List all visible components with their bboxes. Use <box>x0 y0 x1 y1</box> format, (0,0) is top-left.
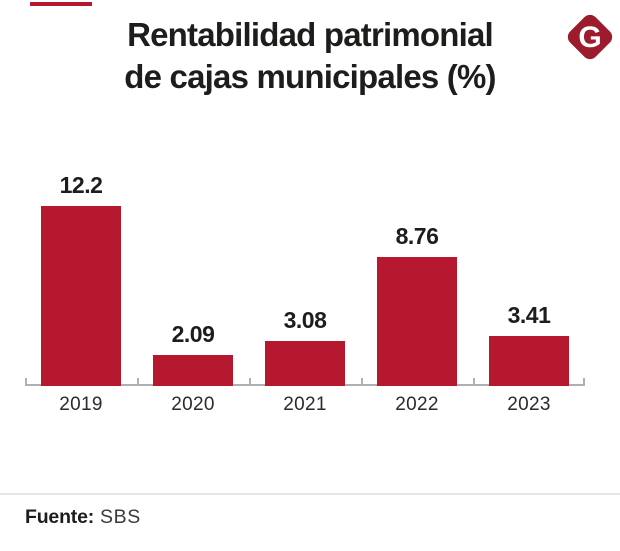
source-label: Fuente: <box>25 506 95 528</box>
source-note: Fuente: SBS <box>25 506 141 529</box>
chart-title-line1: Rentabilidad patrimonial <box>127 16 494 53</box>
x-axis-tick <box>361 378 363 385</box>
bar-group-2020: 2.09 <box>137 155 249 386</box>
x-axis-label-2021: 2021 <box>283 394 327 415</box>
gestion-logo: G <box>564 11 616 63</box>
x-axis-tick <box>249 378 251 385</box>
logo-letter-g: G <box>578 20 602 54</box>
bars-row: 12.2 2.09 3.08 8.76 3.41 <box>25 155 585 386</box>
source-value: SBS <box>100 506 141 528</box>
bar-value-label: 3.08 <box>283 307 327 333</box>
x-axis-tick <box>583 378 585 385</box>
x-axis-tick <box>25 378 27 385</box>
bar-value-label: 2.09 <box>171 321 215 347</box>
bar-value-label: 8.76 <box>395 223 439 249</box>
bar-value-label: 3.41 <box>507 302 551 328</box>
bar-2022 <box>377 257 457 386</box>
bar-group-2019: 12.2 <box>25 155 137 386</box>
chart-title-line2: de cajas municipales (%) <box>124 58 496 95</box>
top-accent-dash <box>30 2 92 6</box>
bar-group-2021: 3.08 <box>249 155 361 386</box>
bar-group-2022: 8.76 <box>361 155 473 386</box>
x-axis-tick <box>473 378 475 385</box>
x-axis-label-2022: 2022 <box>395 394 439 415</box>
bar-2021 <box>265 341 345 386</box>
bar-2023 <box>489 336 569 386</box>
bar-group-2023: 3.41 <box>473 155 585 386</box>
bar-chart: 12.2 2.09 3.08 8.76 3.41 <box>25 155 585 386</box>
x-axis-labels: 2019 2020 2021 2022 2023 <box>25 394 585 416</box>
bar-2020 <box>153 355 233 386</box>
x-axis-tick <box>137 378 139 385</box>
bar-2019 <box>41 206 121 386</box>
bar-value-label: 12.2 <box>59 172 103 198</box>
x-axis-label-2020: 2020 <box>171 394 215 415</box>
x-axis-label-2023: 2023 <box>507 394 551 415</box>
chart-title: Rentabilidad patrimonial de cajas munici… <box>0 14 620 98</box>
footer-divider <box>0 493 620 495</box>
x-axis-label-2019: 2019 <box>59 394 103 415</box>
